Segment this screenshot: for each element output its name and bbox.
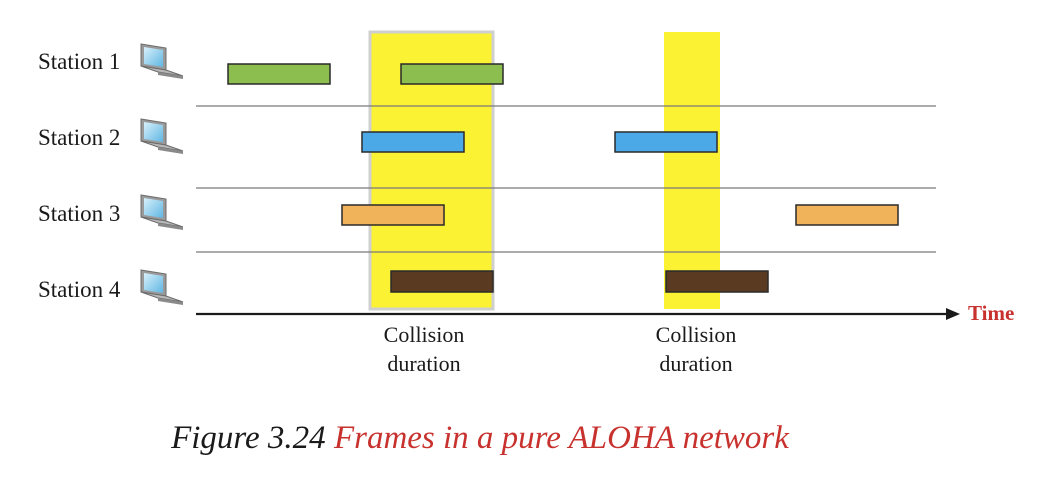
station-1-frame xyxy=(400,63,504,85)
caption-figure-number: Figure 3.24 xyxy=(171,420,326,456)
collision-label-1-line1: Collision xyxy=(384,322,465,347)
caption-title: Frames in a pure ALOHA network xyxy=(333,420,789,456)
laptop-icon xyxy=(140,269,184,306)
time-axis-arrowhead xyxy=(946,308,960,320)
station-1-frame xyxy=(227,63,331,85)
station-4-frame xyxy=(665,270,769,293)
station-2-frame xyxy=(614,131,718,153)
laptop-icon xyxy=(140,43,184,80)
laptop-icon xyxy=(140,194,184,231)
station-4-frame xyxy=(390,270,494,293)
figure-caption: Figure 3.24 Frames in a pure ALOHA netwo… xyxy=(0,420,960,457)
station-3-label: Station 3 xyxy=(38,201,120,226)
collision-region-2 xyxy=(664,32,720,309)
station-3-frame xyxy=(341,204,445,226)
laptop-icon xyxy=(140,118,184,155)
station-4-label: Station 4 xyxy=(38,277,121,302)
collision-label-2-line2: duration xyxy=(659,351,732,376)
collision-label-2-line1: Collision xyxy=(656,322,737,347)
station-2-frame xyxy=(361,131,465,153)
station-2-label: Station 2 xyxy=(38,125,120,150)
station-3-frame xyxy=(795,204,899,226)
time-axis-label: Time xyxy=(968,301,1014,325)
collision-label-1-line2: duration xyxy=(387,351,460,376)
station-1-label: Station 1 xyxy=(38,49,120,74)
